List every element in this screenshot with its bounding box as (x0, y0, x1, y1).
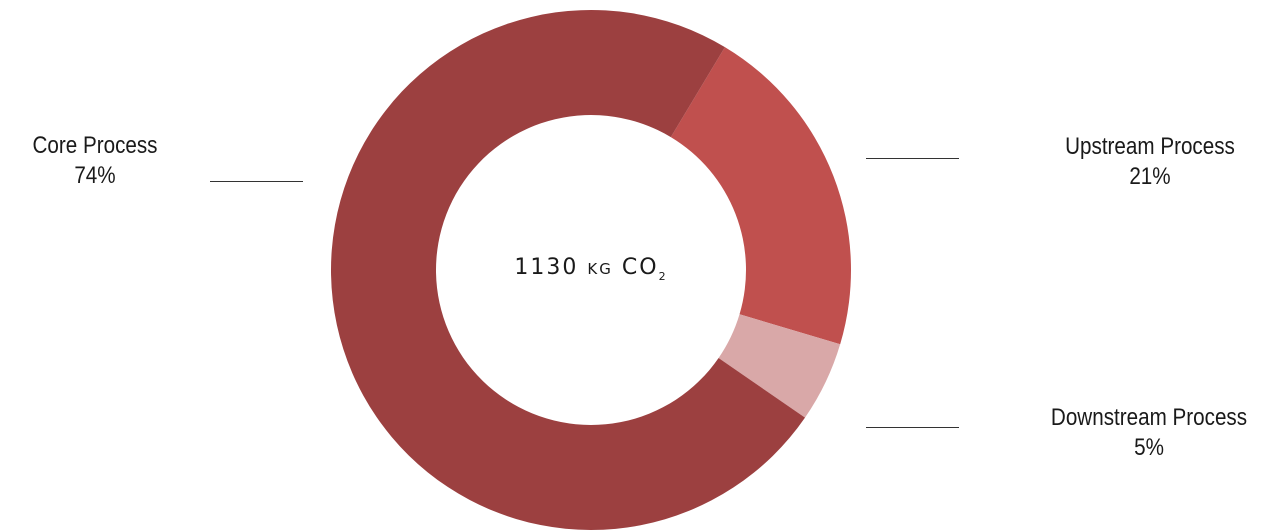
slice-downstream-process (718, 314, 841, 418)
center-total-gas-subscript: 2 (658, 270, 668, 283)
leader-line-downstream-process (866, 427, 959, 428)
label-core-process-percent: 74% (74, 162, 116, 189)
label-downstream-process-percent: 5% (1134, 434, 1164, 461)
center-total-value: 1130 (514, 255, 579, 280)
center-total-unit: kg (587, 255, 613, 280)
center-total-gas: CO (621, 255, 659, 280)
slice-core-process (331, 9, 806, 530)
label-upstream-process-name: Upstream Process (1065, 133, 1235, 160)
donut-slices (331, 9, 851, 530)
label-core-process: Core Process 74% (13, 131, 176, 191)
center-total-label: 1130 kg CO2 (441, 255, 741, 283)
label-downstream-process: Downstream Process 5% (1035, 403, 1262, 463)
slice-upstream-process (670, 47, 851, 345)
label-upstream-process: Upstream Process 21% (1051, 132, 1249, 192)
label-downstream-process-name: Downstream Process (1050, 404, 1248, 431)
label-core-process-name: Core Process (32, 132, 158, 159)
leader-line-upstream-process (866, 158, 959, 159)
leader-line-core-process (210, 181, 303, 182)
label-upstream-process-percent: 21% (1129, 163, 1171, 190)
